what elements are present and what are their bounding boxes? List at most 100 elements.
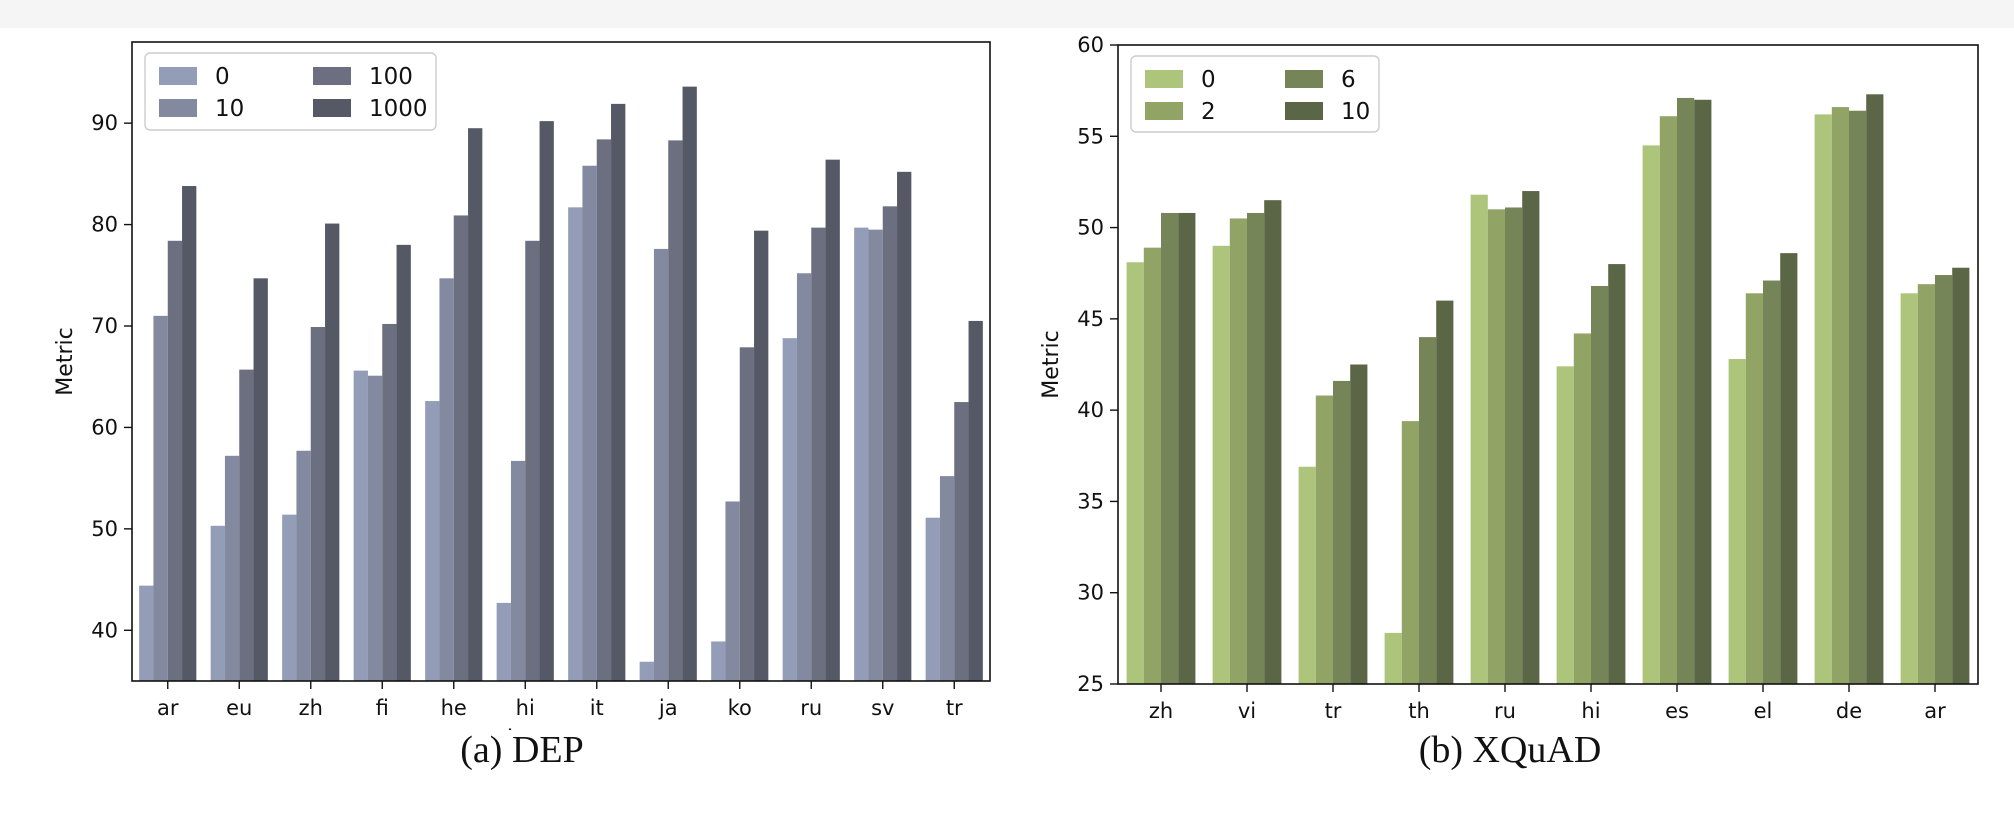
xquad-bar-ar-10 [1952,267,1970,684]
dep-bar-it-10 [582,165,597,681]
xquad-bar-vi-2 [1229,218,1247,684]
xquad-xtick-label-tr: tr [1325,699,1342,723]
dep-legend-swatch-100 [313,67,351,85]
xquad-xtick-label-de: de [1836,699,1862,723]
xquad-bar-hi-10 [1608,264,1626,684]
xquad-y-axis-label: Metric [1039,330,1064,398]
dep-bar-ar-1000 [182,186,197,681]
dep-bar-chart: 40 50 60 70 80 90 ar eu zh fi he hi it ja ko ru sv tr Lang… [53,41,991,730]
xquad-bar-hi-0 [1556,366,1574,684]
xquad-bar-de-2 [1831,107,1849,685]
dep-bar-ru-100 [811,227,826,681]
dep-bar-ko-0 [711,641,726,681]
top-strip [0,0,2014,28]
dep-xtick-label-eu: eu [226,696,252,720]
dep-xtick-label-sv: sv [871,696,894,720]
xquad-bar-th-0 [1384,632,1402,684]
xquad-ytick-label: 30 [1077,581,1104,605]
caption-dep: (a) DEP [460,729,584,771]
dep-bar-fi-0 [353,370,368,681]
dep-bar-it-1000 [611,103,626,681]
dep-ytick-label: 50 [91,517,118,541]
dep-bar-it-0 [568,207,583,682]
xquad-legend: 0 2 6 10 [1130,55,1380,133]
dep-legend-label-10: 10 [215,96,244,122]
xquad-legend-label-2: 2 [1201,99,1216,125]
dep-bar-ja-0 [639,661,654,681]
xquad-bar-zh-0 [1126,262,1144,684]
dep-bar-sv-10 [868,229,883,681]
xquad-xtick-label-vi: vi [1238,699,1256,723]
dep-bar-eu-0 [210,525,225,681]
xquad-bar-th-2 [1401,421,1419,684]
xquad-bar-chart: 2530354045505560zhvitrthruhieseldearLang… [1039,33,1979,730]
dep-x-axis-label: Language [507,726,616,730]
dep-bar-tr-0 [925,517,940,681]
dep-xtick-label-ru: ru [800,696,822,720]
xquad-legend-swatch-2 [1145,102,1183,120]
xquad-bar-vi-6 [1247,212,1265,685]
dep-legend: 0 10 100 1000 [144,52,437,131]
dep-xtick-label-fi: fi [376,696,389,720]
dep-xtick-label-ko: ko [728,696,752,720]
xquad-bar-el-2 [1745,293,1763,684]
dep-bar-eu-1000 [253,278,268,681]
dep-legend-swatch-1000 [313,99,351,117]
dep-bar-ja-100 [668,140,683,681]
xquad-bar-hi-6 [1591,285,1609,684]
dep-bar-fi-100 [382,323,397,681]
xquad-xtick-label-ar: ar [1924,699,1946,723]
dep-bar-zh-0 [282,514,297,681]
xquad-bar-ru-0 [1470,194,1488,685]
xquad-bar-de-10 [1866,94,1884,684]
dep-legend-frame [144,52,437,131]
dep-bar-tr-1000 [968,320,983,681]
xquad-bar-tr-2 [1315,395,1333,684]
xquad-ytick-label: 60 [1077,33,1104,57]
dep-ytick-label: 60 [91,415,118,439]
dep-bar-fi-1000 [396,244,411,681]
xquad-xtick-label-el: el [1754,699,1773,723]
dep-bar-zh-100 [310,327,326,681]
dep-bar-ko-1000 [754,230,769,681]
xquad-legend-swatch-6 [1285,70,1323,88]
xquad-legend-label-10: 10 [1341,99,1370,125]
dep-bar-fi-10 [367,375,383,681]
xquad-ytick-label: 25 [1077,672,1104,696]
xquad-x-axis-label: Language [1494,729,1603,730]
dep-ytick-label: 80 [91,213,118,237]
dep-bar-hi-0 [496,602,511,681]
xquad-ytick-label: 55 [1077,124,1104,148]
dep-bar-ko-100 [739,347,755,681]
dep-bar-ru-1000 [825,159,840,681]
dep-xtick-label-ar: ar [157,696,179,720]
dep-bar-eu-100 [239,369,254,681]
dep-bar-hi-100 [525,240,540,682]
xquad-ytick-label: 35 [1077,489,1104,513]
dep-legend-label-100: 100 [369,64,413,90]
xquad-bar-zh-6 [1161,212,1179,685]
xquad-bar-tr-0 [1298,466,1316,684]
dep-bar-eu-10 [224,455,240,681]
dep-bar-tr-100 [954,402,969,681]
xquad-xtick-label-th: th [1408,699,1430,723]
dep-bar-sv-0 [854,227,869,681]
xquad-bar-de-6 [1849,110,1867,685]
dep-ytick-label: 70 [91,314,118,338]
xquad-bar-ar-2 [1917,284,1935,684]
dep-xtick-label-it: it [590,696,604,720]
dep-bar-hi-10 [510,460,526,681]
xquad-bar-es-6 [1677,97,1695,684]
dep-legend-swatch-0 [159,67,197,85]
dep-bar-ar-0 [139,585,154,681]
xquad-xtick-label-ru: ru [1494,699,1516,723]
caption-xquad: (b) XQuAD [1418,729,1602,771]
dep-xtick-label-zh: zh [299,696,323,720]
xquad-plot-frame [1117,44,1979,685]
xquad-bar-th-6 [1419,337,1437,684]
xquad-bar-ru-10 [1522,191,1540,685]
dep-bar-sv-100 [882,206,898,682]
xquad-bar-zh-10 [1178,212,1196,685]
dep-bar-he-100 [453,215,469,681]
xquad-bar-el-6 [1763,280,1781,684]
